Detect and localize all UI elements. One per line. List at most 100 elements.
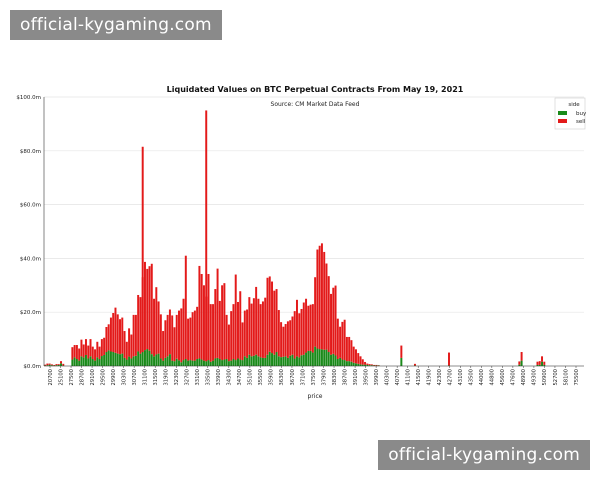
bar-buy xyxy=(300,355,303,366)
bar-buy xyxy=(341,359,344,366)
x-tick-label: 41500 xyxy=(416,369,422,386)
bar-buy xyxy=(184,359,187,366)
bar-sell xyxy=(307,305,310,351)
x-tick-label: 45600 xyxy=(500,369,506,386)
bar-buy xyxy=(96,357,99,366)
x-tick-label: 35900 xyxy=(269,369,275,386)
bar-sell xyxy=(209,304,212,362)
bar-buy xyxy=(350,361,353,366)
x-axis-label: price xyxy=(308,393,323,400)
bar-sell xyxy=(171,315,174,361)
bar-sell xyxy=(302,302,305,355)
bar-sell xyxy=(216,268,219,358)
bar-buy xyxy=(175,358,178,366)
bar-sell xyxy=(339,326,342,358)
bar-sell xyxy=(284,324,287,357)
bar-sell xyxy=(350,340,353,362)
bar-buy xyxy=(298,357,301,366)
bar-buy xyxy=(196,359,199,366)
bar-buy xyxy=(109,351,112,366)
bar-buy xyxy=(320,349,323,366)
bar-buy xyxy=(100,356,103,366)
bar-buy xyxy=(284,356,287,366)
bar-buy xyxy=(198,358,201,366)
x-tick-label: 36700 xyxy=(290,369,296,386)
x-tick-label: 33500 xyxy=(206,369,212,386)
bar-sell xyxy=(98,346,101,360)
bar-buy xyxy=(277,356,280,366)
bar-sell xyxy=(255,286,258,355)
bar-buy xyxy=(82,357,85,366)
bar-sell xyxy=(243,310,246,357)
bar-buy xyxy=(191,360,194,366)
x-tick-label: 39900 xyxy=(374,369,380,386)
bar-buy xyxy=(187,360,190,366)
bar-sell xyxy=(400,345,403,358)
bar-buy xyxy=(123,357,126,366)
bar-sell xyxy=(316,249,319,349)
bar-buy xyxy=(214,358,217,366)
bar-sell xyxy=(166,314,169,357)
bar-sell xyxy=(57,364,60,365)
x-tick-label: 40300 xyxy=(384,369,390,386)
bar-sell xyxy=(75,345,78,360)
bar-buy xyxy=(343,360,346,366)
x-tick-label: 31500 xyxy=(153,369,159,386)
bar-sell xyxy=(366,363,369,365)
bar-buy xyxy=(162,360,165,366)
bar-buy xyxy=(361,364,364,366)
bar-sell xyxy=(119,319,121,355)
x-tick-label: 44000 xyxy=(479,369,485,386)
bar-buy xyxy=(271,353,274,366)
bar-sell xyxy=(323,251,326,350)
bar-buy xyxy=(180,362,183,366)
bar-sell xyxy=(225,314,228,360)
bar-sell xyxy=(139,297,142,354)
x-tick-label: 32700 xyxy=(185,369,191,386)
bar-buy xyxy=(119,354,121,366)
bar-buy xyxy=(520,360,523,366)
x-tick-label: 40700 xyxy=(395,369,401,386)
bar-sell xyxy=(134,314,137,356)
bar-sell xyxy=(375,364,378,366)
bar-buy xyxy=(78,360,81,366)
bar-buy xyxy=(202,360,205,366)
bar-sell xyxy=(48,363,51,365)
bar-sell xyxy=(311,304,314,353)
bar-sell xyxy=(221,285,224,361)
y-tick-label: $80.0m xyxy=(20,149,41,155)
bar-buy xyxy=(323,349,326,366)
bar-sell xyxy=(318,245,321,350)
x-tick-label: 39500 xyxy=(363,369,369,386)
bar-sell xyxy=(266,277,269,355)
bar-buy xyxy=(150,354,153,366)
bar-sell xyxy=(189,317,192,361)
bar-buy xyxy=(205,361,208,366)
bar-sell xyxy=(293,311,296,359)
bar-buy xyxy=(248,354,251,366)
bar-sell xyxy=(368,364,371,366)
bar-buy xyxy=(225,359,228,366)
bar-sell xyxy=(207,274,210,361)
bar-buy xyxy=(46,365,49,366)
bar-buy xyxy=(332,353,335,366)
bar-buy xyxy=(221,360,224,366)
bar-buy xyxy=(80,356,83,366)
x-tick-label: 48900 xyxy=(521,369,527,386)
bar-sell xyxy=(230,311,233,361)
bar-sell xyxy=(53,364,56,366)
x-tick-label: 29500 xyxy=(100,369,106,386)
bar-buy xyxy=(268,351,271,366)
bar-buy xyxy=(114,352,117,366)
bar-sell xyxy=(543,361,546,365)
y-tick-label: $0.0m xyxy=(23,364,41,370)
bar-sell xyxy=(91,346,94,360)
bar-sell-peak xyxy=(205,110,208,362)
bar-buy xyxy=(134,355,137,366)
bar-buy xyxy=(316,348,319,366)
bar-buy xyxy=(121,353,124,366)
bar-buy xyxy=(103,354,106,366)
bar-buy xyxy=(237,358,239,366)
x-tick-label: 34300 xyxy=(227,369,233,386)
